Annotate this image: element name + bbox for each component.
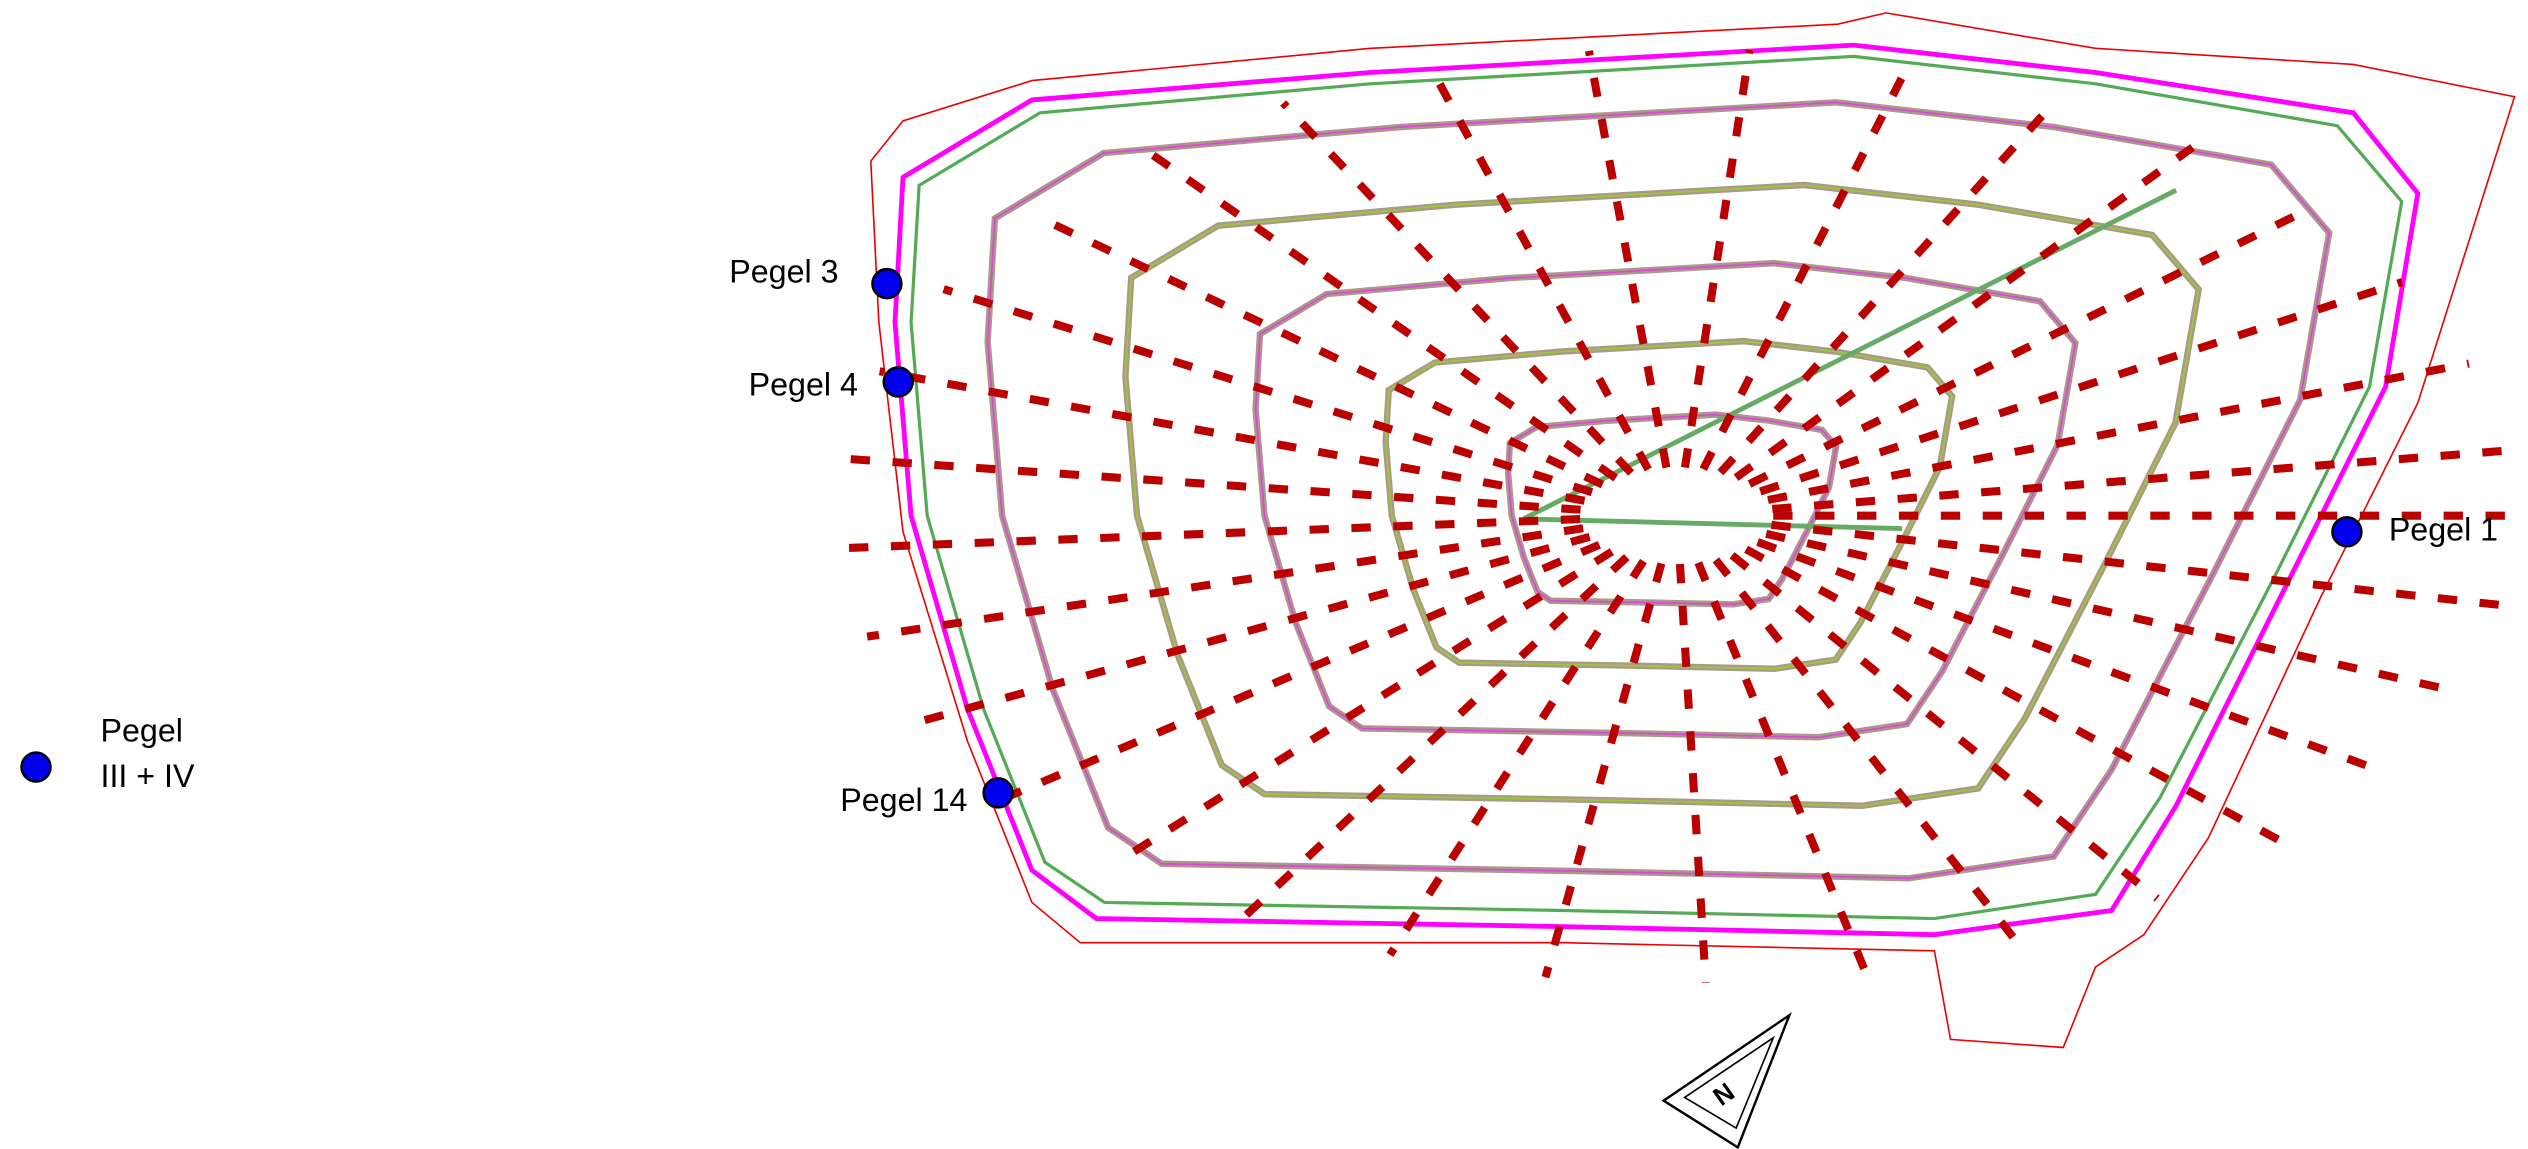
well-line — [1733, 144, 2195, 481]
well-line — [1386, 558, 1647, 958]
well-line — [1680, 49, 1754, 469]
well-line — [1675, 563, 1710, 983]
marker-label: Pegel 3 — [729, 253, 838, 289]
pegel-3: Pegel 3 — [729, 253, 903, 300]
main-pipe — [1523, 516, 1903, 531]
well-line — [1584, 50, 1671, 469]
well-line — [1699, 64, 1912, 472]
well-line — [1146, 149, 1619, 482]
north-triangle-inner — [1683, 1035, 1775, 1130]
well-line — [1694, 561, 1869, 973]
pegel-14: Pegel 14 — [840, 777, 1014, 818]
contour-rings — [984, 99, 2333, 882]
pegel-4: Pegel 4 — [749, 366, 914, 402]
main-pipe — [1522, 187, 2178, 522]
well-line — [878, 367, 1586, 505]
well-line — [1242, 554, 1630, 920]
well-line — [1759, 278, 2404, 496]
well-line — [1744, 545, 2282, 844]
legend: Pegel III + IV — [20, 713, 195, 794]
site-boundary — [869, 12, 2516, 1049]
gas-wells — [840, 49, 2515, 983]
north-arrow: N — [1661, 1012, 1792, 1149]
berm-edge — [1507, 413, 1837, 606]
well-line — [866, 524, 1584, 641]
well-line — [840, 515, 1581, 553]
marker — [2331, 516, 2363, 548]
well-line — [1767, 359, 2470, 504]
marker-label: Pegel 4 — [749, 366, 858, 402]
well-line — [1541, 562, 1666, 979]
well-line — [1280, 100, 1635, 476]
marker — [882, 366, 914, 398]
legend-label: Pegel — [100, 713, 182, 749]
well-line — [1756, 538, 2381, 774]
berm-edge — [986, 101, 2331, 880]
pegel-1: Pegel 1 — [2331, 511, 2498, 548]
well-line — [942, 285, 1594, 497]
well-line — [1729, 552, 2160, 902]
marker — [982, 777, 1014, 809]
well-line — [1717, 96, 2060, 476]
well-line — [1113, 548, 1614, 867]
well-line — [1747, 205, 2311, 488]
well-line — [1765, 529, 2455, 695]
well-line — [1427, 66, 1652, 472]
drainage-ring — [909, 54, 2404, 921]
legend-label: III + IV — [100, 758, 195, 794]
marker — [871, 267, 903, 300]
well-line — [922, 532, 1591, 725]
marker-label: Pegel 14 — [840, 782, 967, 818]
marker-label: Pegel 1 — [2389, 511, 2498, 547]
well-line — [844, 454, 1581, 514]
berm-road — [1122, 181, 2203, 809]
berm-edge — [1124, 184, 2200, 807]
legend-marker — [20, 751, 52, 783]
landfill-plan — [869, 12, 2516, 1049]
